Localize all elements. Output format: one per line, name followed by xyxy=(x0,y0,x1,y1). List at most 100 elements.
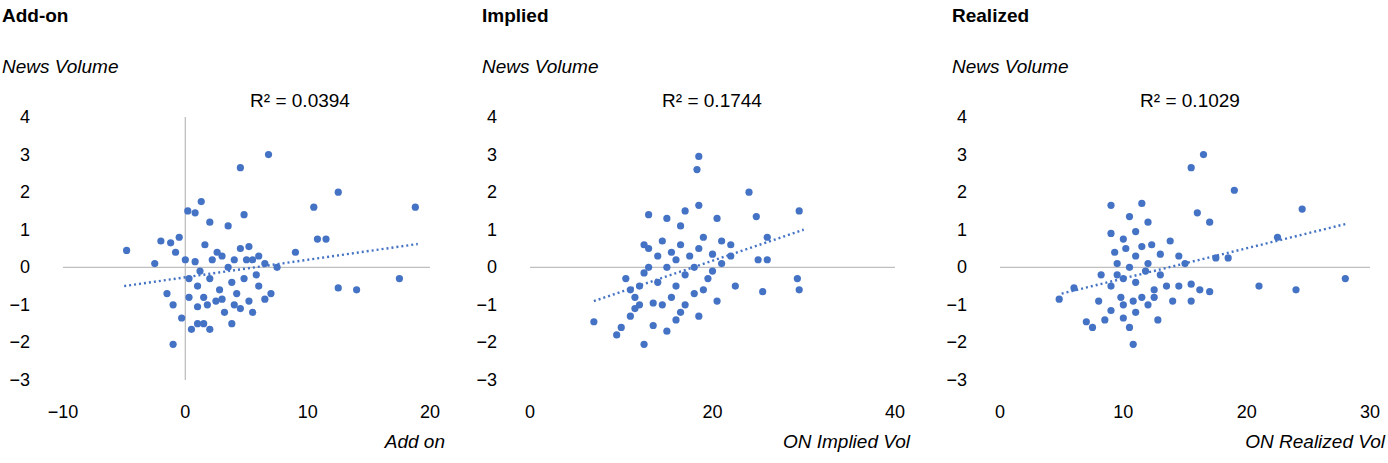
plot-area xyxy=(1056,151,1349,348)
scatter-point xyxy=(1342,275,1349,282)
y-tick-label: −1 xyxy=(946,295,967,315)
scatter-point xyxy=(695,245,702,252)
scatter-point xyxy=(1114,271,1121,278)
scatter-point xyxy=(1132,279,1139,286)
y-axis-label: News Volume xyxy=(952,56,1069,77)
scatter-point xyxy=(1089,324,1096,331)
scatter-point xyxy=(764,234,771,241)
scatter-point xyxy=(228,279,235,286)
scatter-point xyxy=(1144,260,1151,267)
scatter-point xyxy=(1138,200,1145,207)
scatter-point xyxy=(216,286,223,293)
scatter-point xyxy=(1120,314,1127,321)
scatter-point xyxy=(1144,219,1151,226)
y-tick-label: 2 xyxy=(20,182,30,202)
scatter-point xyxy=(178,314,185,321)
scatter-point xyxy=(1130,298,1137,305)
scatter-point xyxy=(1138,243,1145,250)
scatter-point xyxy=(1056,296,1063,303)
scatter-point xyxy=(654,279,661,286)
scatter-point xyxy=(412,204,419,211)
scatter-point xyxy=(764,256,771,263)
y-axis-label: News Volume xyxy=(482,56,599,77)
y-tick-label: −1 xyxy=(476,295,497,315)
y-tick-label: −3 xyxy=(476,370,497,390)
scatter-point xyxy=(176,234,183,241)
scatter-point xyxy=(663,328,670,335)
scatter-point xyxy=(1151,294,1158,301)
scatter-point xyxy=(1107,230,1114,237)
y-tick-label: −1 xyxy=(9,295,30,315)
scatter-point xyxy=(335,284,342,291)
y-tick-label: 2 xyxy=(487,182,497,202)
scatter-point xyxy=(261,260,268,267)
scatter-point xyxy=(1206,288,1213,295)
scatter-point xyxy=(1274,234,1281,241)
y-tick-label: 4 xyxy=(487,107,497,127)
scatter-point xyxy=(682,207,689,214)
scatter-point xyxy=(1255,282,1262,289)
scatter-point xyxy=(267,290,274,297)
scatter-point xyxy=(1175,252,1182,259)
scatter-point xyxy=(659,237,666,244)
scatter-point xyxy=(1231,187,1238,194)
scatter-point xyxy=(695,153,702,160)
scatter-point xyxy=(1117,294,1124,301)
scatter-point xyxy=(1167,237,1174,244)
scatter-point xyxy=(335,189,342,196)
scatter-point xyxy=(709,251,716,258)
x-tick-label: 20 xyxy=(702,402,722,422)
scatter-point xyxy=(727,241,734,248)
scatter-point xyxy=(693,166,700,173)
y-axis-label: News Volume xyxy=(2,56,119,77)
scatter-point xyxy=(704,275,711,282)
scatter-point xyxy=(1157,251,1164,258)
x-tick-label: 20 xyxy=(1237,402,1257,422)
scatter-point xyxy=(167,239,174,246)
scatter-point xyxy=(163,290,170,297)
scatter-point xyxy=(255,252,262,259)
scatter-point xyxy=(292,249,299,256)
x-axis-label: ON Realized Vol xyxy=(1245,431,1386,452)
scatter-point xyxy=(1101,316,1108,323)
x-tick-label: 10 xyxy=(298,402,318,422)
panel-title: Realized xyxy=(952,5,1029,26)
scatter-point xyxy=(1292,286,1299,293)
scatter-point xyxy=(718,260,725,267)
scatter-point xyxy=(231,301,238,308)
scatter-point xyxy=(1120,301,1127,308)
scatter-point xyxy=(1299,205,1306,212)
x-tick-label: 0 xyxy=(995,402,1005,422)
y-tick-label: −2 xyxy=(946,332,967,352)
scatter-point xyxy=(204,301,211,308)
plot-area xyxy=(590,153,803,348)
scatter-point xyxy=(645,264,652,271)
scatter-point xyxy=(686,252,693,259)
scatter-point xyxy=(209,256,216,263)
scatter-point xyxy=(218,296,225,303)
scatter-point xyxy=(396,275,403,282)
scatter-point xyxy=(206,219,213,226)
scatter-point xyxy=(1188,164,1195,171)
scatter-point xyxy=(237,164,244,171)
scatter-point xyxy=(695,313,702,320)
y-tick-label: 3 xyxy=(20,145,30,165)
x-tick-label: 30 xyxy=(1360,402,1380,422)
x-tick-label: 20 xyxy=(420,402,440,422)
scatter-point xyxy=(188,326,195,333)
scatter-point xyxy=(713,298,720,305)
scatter-point xyxy=(225,264,232,271)
y-tick-label: 0 xyxy=(20,257,30,277)
scatter-point xyxy=(672,282,679,289)
scatter-point xyxy=(233,290,240,297)
scatter-point xyxy=(198,198,205,205)
scatter-point xyxy=(265,151,272,158)
scatter-point xyxy=(1132,228,1139,235)
scatter-point xyxy=(1122,245,1129,252)
scatter-point xyxy=(1225,254,1232,261)
scatter-point xyxy=(172,249,179,256)
x-axis-label: ON Implied Vol xyxy=(783,431,911,452)
scatter-point xyxy=(314,236,321,243)
scatter-point xyxy=(206,326,213,333)
scatter-point xyxy=(759,288,766,295)
